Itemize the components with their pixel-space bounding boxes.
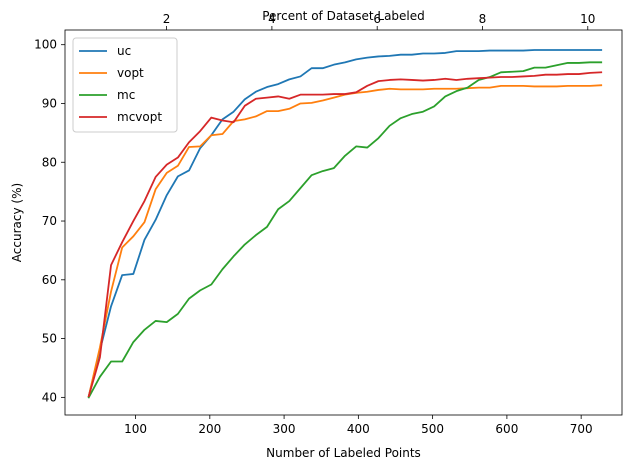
y-tick-label: 60 <box>42 273 57 287</box>
x-tick-label: 500 <box>421 422 444 436</box>
top-x-tick-label: 6 <box>373 12 381 26</box>
x-tick-label: 600 <box>495 422 518 436</box>
top-x-tick-label: 8 <box>479 12 487 26</box>
top-x-tick-label: 2 <box>163 12 171 26</box>
top-x-tick-label: 4 <box>268 12 276 26</box>
x-tick-label: 200 <box>198 422 221 436</box>
y-axis: 40 50 60 70 80 90 100 <box>34 38 65 404</box>
y-axis-label: Accuracy (%) <box>10 183 24 262</box>
y-tick-label: 90 <box>42 96 57 110</box>
x-tick-label: 400 <box>347 422 370 436</box>
x-tick-label: 100 <box>124 422 147 436</box>
y-tick-label: 80 <box>42 155 57 169</box>
top-x-axis-label: Percent of Dataset Labeled <box>262 9 425 23</box>
legend-label-mc: mc <box>117 88 135 102</box>
legend-label-mcvopt: mcvopt <box>117 110 162 124</box>
legend-label-uc: uc <box>117 44 131 58</box>
x-tick-label: 700 <box>570 422 593 436</box>
y-tick-label: 70 <box>42 214 57 228</box>
series-line-mc <box>87 61 603 399</box>
x-tick-label: 300 <box>273 422 296 436</box>
legend-box <box>72 37 178 133</box>
series-line-mcvopt <box>87 71 603 398</box>
x-axis-top: 2 4 6 8 10 <box>163 12 595 30</box>
x-axis-bottom: 100 200 300 400 500 600 700 <box>124 415 593 436</box>
plot-frame <box>64 29 623 416</box>
legend-label-vopt: vopt <box>117 66 144 80</box>
y-tick-label: 100 <box>34 38 57 52</box>
y-tick-label: 40 <box>42 390 57 404</box>
series-line-uc <box>87 49 603 398</box>
plot-lines <box>87 49 603 399</box>
y-tick-label: 50 <box>42 332 57 346</box>
top-x-tick-label: 10 <box>580 12 595 26</box>
legend: uc vopt mc mcvopt <box>72 37 178 133</box>
x-axis-label: Number of Labeled Points <box>266 446 421 460</box>
